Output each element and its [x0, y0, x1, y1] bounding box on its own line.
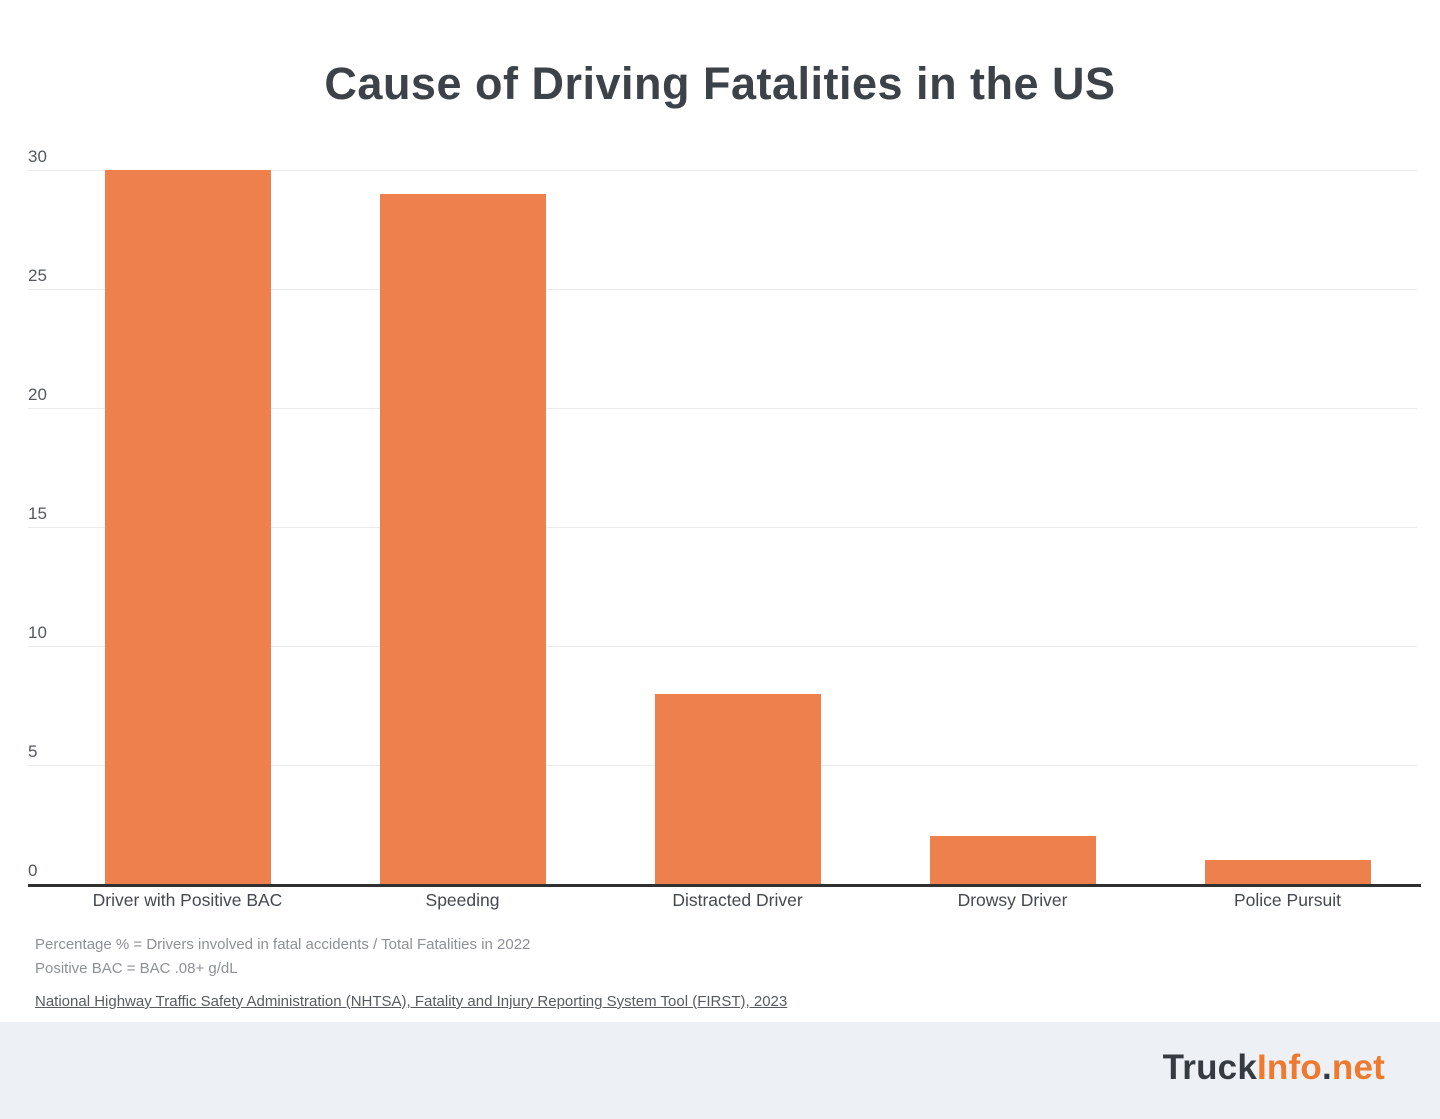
source-link[interactable]: National Highway Traffic Safety Administ…	[35, 993, 788, 1010]
x-axis-label-distracted-driver: Distracted Driver	[672, 890, 803, 910]
x-axis-line	[28, 884, 1421, 887]
logo-part-dot: .	[1321, 1048, 1332, 1087]
gridline-10	[28, 646, 1417, 647]
footnote-bac-definition: Positive BAC = BAC .08+ g/dL	[35, 960, 238, 977]
bar-driver-with-positive-bac	[104, 170, 271, 884]
gridline-20	[28, 408, 1417, 409]
logo-part-info: Info	[1257, 1048, 1322, 1087]
bar-police-pursuit	[1204, 860, 1371, 884]
footer-bar: TruckInfo.net	[0, 1022, 1440, 1119]
gridline-30	[28, 170, 1417, 171]
y-axis-tick-15: 15	[28, 504, 47, 523]
y-axis-tick-0: 0	[28, 861, 38, 880]
bar-distracted-driver	[654, 693, 821, 884]
y-axis-tick-20: 20	[28, 385, 47, 404]
footnotes: Percentage % = Drivers involved in fatal…	[35, 933, 530, 981]
bar-speeding	[379, 193, 546, 884]
gridline-15	[28, 527, 1417, 528]
y-axis-tick-5: 5	[28, 742, 38, 761]
bar-drowsy-driver	[929, 836, 1096, 884]
x-axis-label-drowsy-driver: Drowsy Driver	[957, 890, 1068, 910]
logo-part-truck: Truck	[1162, 1048, 1257, 1087]
x-axis-label-police-pursuit: Police Pursuit	[1234, 890, 1341, 910]
footnote-percentage-definition: Percentage % = Drivers involved in fatal…	[35, 936, 531, 953]
chart-title: Cause of Driving Fatalities in the US	[324, 58, 1116, 109]
x-axis-label-driver-with-positive-bac: Driver with Positive BAC	[92, 890, 283, 910]
x-axis-label-speeding: Speeding	[425, 890, 500, 910]
logo-part-net: net	[1331, 1048, 1385, 1087]
truckinfo-logo[interactable]: TruckInfo.net	[1163, 1048, 1385, 1088]
y-axis-tick-10: 10	[28, 623, 47, 642]
y-axis-tick-30: 30	[28, 147, 47, 166]
gridline-25	[28, 289, 1417, 290]
y-axis-tick-25: 25	[28, 266, 47, 285]
